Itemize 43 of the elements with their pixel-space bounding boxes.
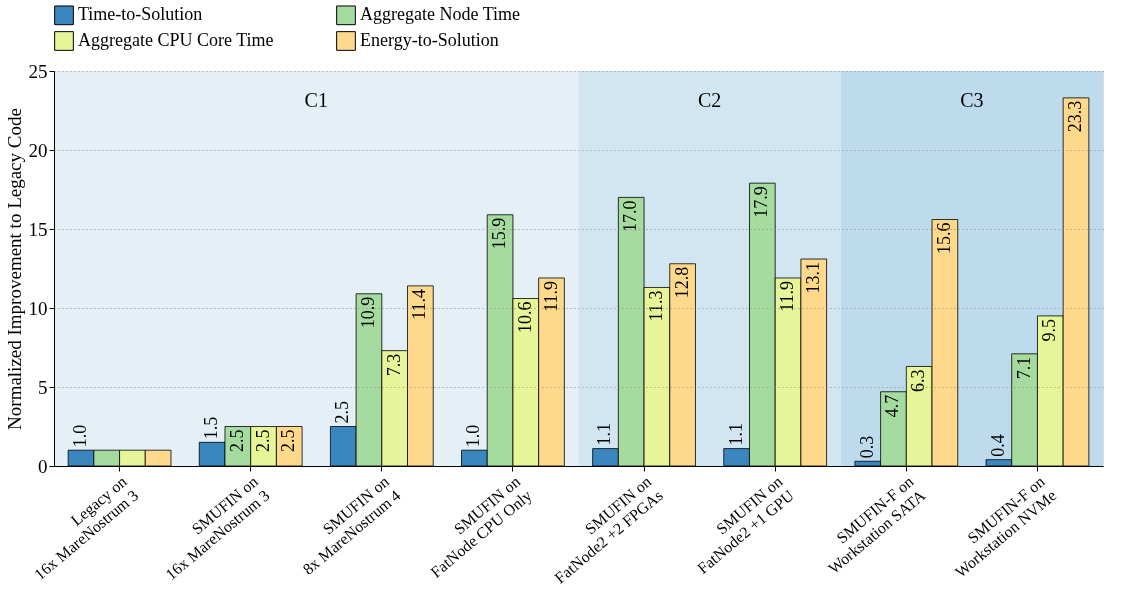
data-label: 15.6 bbox=[933, 222, 954, 255]
y-tick-label: 10 bbox=[28, 297, 48, 319]
legend-label: Aggregate Node Time bbox=[360, 4, 520, 25]
data-label: 1.5 bbox=[201, 416, 222, 440]
data-label: 4.7 bbox=[882, 394, 903, 418]
legend-label: Aggregate CPU Core Time bbox=[78, 30, 274, 50]
data-label: 23.3 bbox=[1065, 100, 1085, 133]
data-label: 0.3 bbox=[856, 435, 877, 459]
legend-label: Time-to-Solution bbox=[78, 4, 203, 25]
data-label: 2.5 bbox=[252, 429, 273, 452]
y-axis-title: Normalized Improvement to Legacy Code bbox=[3, 108, 25, 430]
data-label: 1.0 bbox=[70, 424, 90, 448]
y-tick-label: 25 bbox=[28, 60, 48, 82]
data-label: 2.5 bbox=[332, 401, 353, 424]
y-tick-label: 5 bbox=[38, 376, 48, 398]
data-label: 7.3 bbox=[383, 353, 404, 377]
data-label: 17.0 bbox=[620, 200, 641, 232]
data-label: 2.5 bbox=[278, 429, 299, 452]
data-label: 0.4 bbox=[987, 434, 1008, 457]
band-label: C2 bbox=[697, 89, 722, 111]
data-label: 15.9 bbox=[489, 217, 510, 250]
data-label: 10.9 bbox=[357, 296, 378, 329]
data-label: 11.9 bbox=[777, 280, 798, 312]
data-label: 13.1 bbox=[802, 262, 823, 294]
y-tick-label: 20 bbox=[28, 139, 48, 161]
data-label: 12.8 bbox=[671, 266, 692, 299]
y-tick-label: 0 bbox=[38, 455, 48, 477]
data-label: 11.9 bbox=[540, 280, 561, 312]
y-tick-label: 15 bbox=[28, 218, 48, 240]
data-label: 1.1 bbox=[594, 423, 615, 446]
data-label: 11.4 bbox=[409, 288, 430, 320]
data-label: 9.5 bbox=[1039, 318, 1060, 342]
data-label: 1.0 bbox=[463, 424, 484, 448]
data-label: 7.1 bbox=[1013, 356, 1034, 380]
data-label: 1.1 bbox=[725, 423, 746, 446]
data-label: 17.9 bbox=[751, 186, 772, 218]
band-label: C1 bbox=[304, 89, 328, 111]
data-label: 10.6 bbox=[514, 301, 535, 334]
legend-label: Energy-to-Solution bbox=[360, 30, 499, 50]
band-label: C3 bbox=[960, 89, 984, 111]
data-label: 11.3 bbox=[645, 290, 666, 322]
data-label: 2.5 bbox=[226, 429, 247, 452]
data-label: 6.3 bbox=[908, 369, 929, 392]
